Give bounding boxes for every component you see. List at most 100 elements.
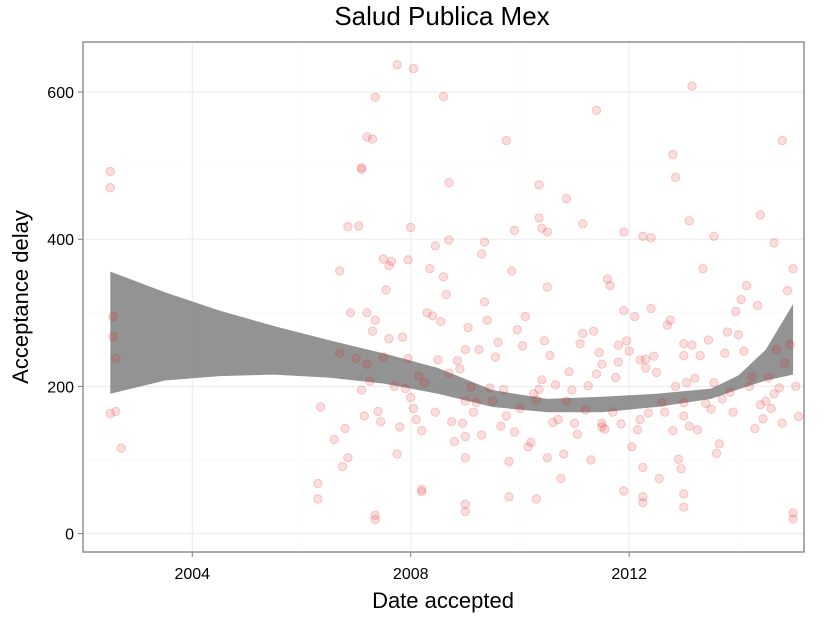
data-point (717, 394, 727, 404)
data-point (591, 369, 602, 379)
data-point (640, 363, 651, 373)
data-point (709, 378, 719, 388)
data-point (356, 163, 367, 173)
data-point (408, 403, 419, 414)
data-point (578, 219, 588, 229)
data-point (679, 489, 689, 499)
data-point (474, 344, 484, 355)
data-point (722, 327, 733, 337)
data-point (542, 282, 552, 292)
data-point (537, 223, 547, 233)
data-point (605, 280, 615, 291)
data-point (539, 336, 550, 346)
data-point (755, 400, 765, 410)
data-point (419, 378, 430, 388)
data-point (709, 231, 719, 242)
data-point (755, 210, 765, 220)
data-point (537, 375, 547, 385)
data-point (684, 421, 694, 431)
data-point (635, 414, 645, 425)
data-point (741, 280, 752, 291)
data-point (378, 352, 389, 362)
data-point (545, 350, 555, 361)
data-point (763, 372, 774, 383)
data-point (438, 272, 449, 282)
data-point (747, 372, 757, 382)
data-point (417, 425, 427, 436)
data-point (362, 308, 372, 318)
data-point (116, 443, 126, 453)
data-point (793, 411, 804, 422)
data-point (635, 355, 645, 365)
data-point (313, 478, 323, 489)
data-point (343, 453, 353, 463)
data-point (766, 403, 776, 414)
data-point (460, 499, 470, 509)
data-point (599, 424, 610, 434)
x-axis: 2004 2008 2012 (174, 552, 647, 583)
data-point (370, 514, 380, 525)
data-point (463, 322, 473, 333)
data-point (567, 385, 577, 395)
data-point (457, 418, 468, 428)
data-point (703, 335, 714, 345)
y-tick-label: 400 (47, 232, 74, 249)
data-point (438, 91, 449, 102)
data-point (111, 353, 121, 364)
x-axis-title: Date accepted (372, 588, 514, 613)
data-point (670, 172, 681, 183)
data-point (613, 357, 623, 367)
data-point (619, 305, 629, 316)
data-point (105, 183, 116, 193)
data-point (408, 63, 419, 74)
data-point (785, 339, 795, 350)
data-point (739, 346, 749, 356)
data-point (496, 421, 506, 431)
data-point (403, 255, 413, 265)
data-point (564, 367, 574, 377)
data-point (406, 392, 416, 403)
data-point (108, 311, 118, 322)
data-point (343, 222, 353, 232)
data-point (373, 406, 383, 417)
data-point (482, 315, 492, 325)
data-point (509, 427, 520, 437)
data-point (370, 315, 380, 325)
data-point (485, 383, 495, 393)
data-point (720, 348, 730, 358)
data-point (627, 442, 637, 452)
data-point (638, 462, 648, 473)
data-point (542, 453, 552, 463)
data-point (597, 422, 607, 432)
data-point (670, 381, 681, 392)
data-point (761, 396, 771, 406)
data-point (444, 177, 454, 188)
smooth-layer (110, 271, 794, 413)
data-point (507, 266, 517, 276)
data-point (621, 336, 632, 346)
data-point (654, 473, 664, 484)
data-point (452, 356, 462, 366)
data-point (504, 456, 514, 467)
data-point (384, 261, 394, 271)
data-point (698, 264, 708, 274)
data-point (594, 347, 604, 358)
data-point (444, 368, 454, 378)
data-point (550, 380, 561, 390)
data-point (441, 289, 451, 300)
data-point (668, 149, 678, 160)
data-point (479, 297, 490, 307)
data-point (692, 425, 703, 435)
data-point (624, 346, 634, 356)
data-point (397, 332, 408, 342)
y-tick-label: 0 (65, 527, 74, 544)
data-point (556, 473, 566, 484)
data-point (367, 326, 378, 336)
data-point (782, 286, 793, 296)
data-point (493, 337, 503, 347)
data-point (430, 407, 440, 417)
data-point (490, 352, 501, 362)
data-point (381, 285, 391, 295)
data-point (337, 461, 348, 472)
chart-title: Salud Publica Mex (334, 1, 549, 31)
